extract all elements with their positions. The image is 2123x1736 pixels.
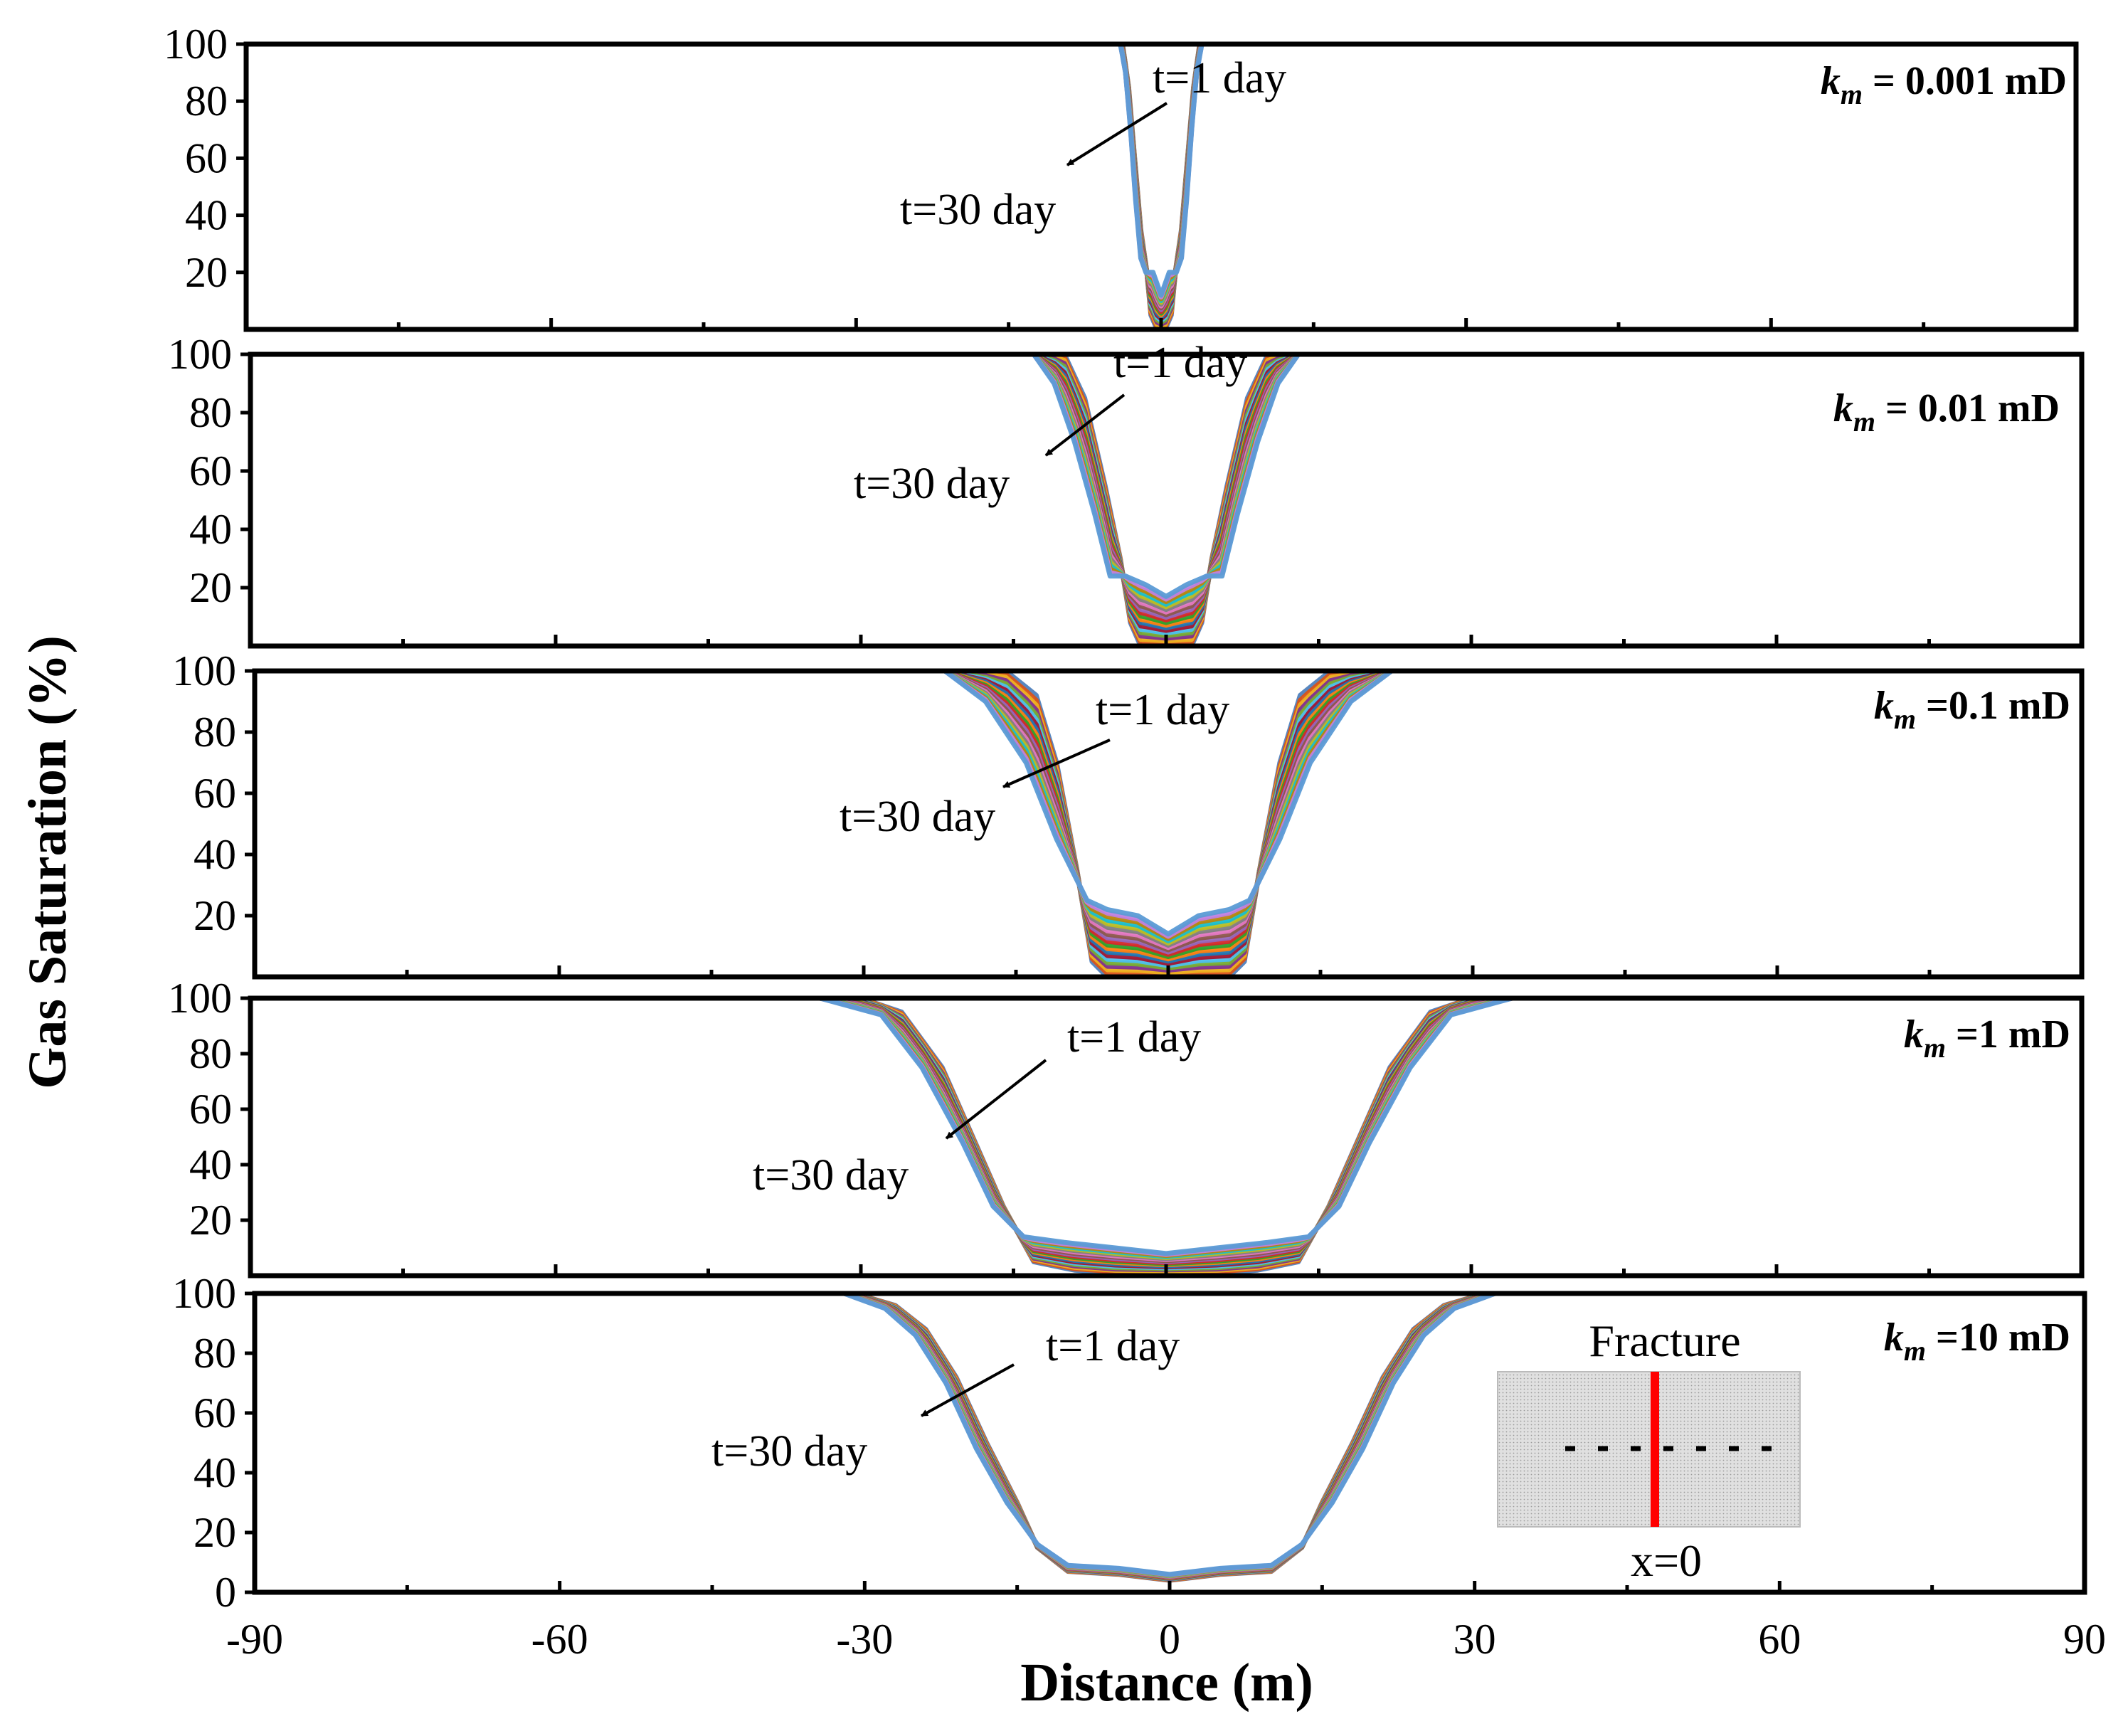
series-line-15: [250, 354, 2082, 613]
fracture-inset: Fracture x=0: [1497, 1316, 1801, 1586]
y-tick-label: 60: [189, 1086, 232, 1133]
x-tick-label: 0: [1159, 1616, 1180, 1663]
y-tick-label: 80: [189, 389, 232, 436]
series-line-20: [246, 44, 2076, 298]
y-tick-label: 60: [194, 1390, 236, 1436]
y-tick-label: 80: [194, 1330, 236, 1377]
x-tick-labels: -90 -60 -30 0 30 60 90: [226, 1616, 2106, 1663]
profile-curves: [250, 354, 2082, 646]
y-tick-label: 60: [189, 448, 232, 494]
annotation-t30: t=30 day: [854, 460, 1010, 508]
y-tick-label: 40: [189, 506, 232, 553]
series-line-1: [255, 671, 2082, 977]
series-line-13: [250, 354, 2082, 618]
x-tick-label: -60: [531, 1616, 588, 1663]
y-tick-label: 100: [172, 647, 236, 694]
panel-2: 20 40 60 80 100 km = 0.01 mD t=1 day t=30 day: [168, 331, 2085, 649]
inset-fracture: [1651, 1372, 1659, 1527]
y-tick-label: 0: [215, 1569, 236, 1616]
series-line-9: [250, 354, 2082, 628]
x-tick-label: 90: [2063, 1616, 2106, 1663]
x-tick-label: 60: [1758, 1616, 1801, 1663]
y-tick-label: 100: [168, 331, 232, 378]
series-line-12: [250, 354, 2082, 620]
y-tick-label: 100: [164, 21, 228, 68]
series-line-20: [250, 354, 2082, 599]
annotation-t30: t=30 day: [900, 186, 1056, 234]
x-tick-label: -30: [836, 1616, 893, 1663]
profile-curves: [255, 1293, 2085, 1583]
series-line-20: [255, 671, 2082, 937]
y-tick-label: 40: [189, 1141, 232, 1188]
y-tick-label: 20: [194, 1509, 236, 1556]
permeability-label: km = 0.01 mD: [1833, 386, 2060, 438]
series-line-14: [250, 354, 2082, 615]
y-tick-label: 20: [185, 249, 228, 296]
x-axis-title: Distance (m): [1020, 1653, 1313, 1713]
annotation-arrow: [1044, 393, 1126, 457]
panel-5: 0 20 40 60 80 100 km =10 mD t=1 day t=30 day: [172, 1270, 2087, 1616]
annotation-t30: t=30 day: [711, 1427, 867, 1476]
permeability-label: km =1 mD: [1904, 1012, 2070, 1064]
y-tick-label: 80: [189, 1030, 232, 1077]
series-line-19: [250, 354, 2082, 602]
y-tick-label: 60: [185, 134, 228, 181]
annotation-t1: t=1 day: [1113, 339, 1247, 387]
annotation-t30: t=30 day: [840, 793, 995, 841]
annotation-arrow: [1066, 102, 1168, 166]
panel-1: 20 40 60 80 100 km = 0.001 mD t=1 day t=30 day: [164, 21, 2079, 332]
series-line-7: [250, 354, 2082, 633]
annotation-t1: t=1 day: [1153, 54, 1286, 102]
panel-4: 20 40 60 80 100 km =1 mD t=1 day t=30 day: [168, 975, 2085, 1279]
series-line-6: [250, 354, 2082, 636]
annotation-t30: t=30 day: [753, 1151, 909, 1200]
annotation-t1: t=1 day: [1096, 686, 1229, 734]
annotation-arrow: [945, 1059, 1047, 1140]
y-tick-label: 100: [172, 1270, 236, 1317]
annotation-arrow: [921, 1363, 1015, 1417]
series-line-17: [250, 354, 2082, 607]
annotation-t1: t=1 day: [1067, 1013, 1201, 1062]
inset-x-label: x=0: [1631, 1535, 1702, 1586]
y-tick-label: 40: [185, 192, 228, 239]
series-line-20: [250, 998, 2082, 1256]
x-tick-label: 30: [1454, 1616, 1496, 1663]
panel-3: 20 40 60 80 100 km =0.1 mD t=1 day t=30 day: [172, 647, 2085, 980]
y-tick-label: 80: [194, 709, 236, 756]
series-line-8: [250, 354, 2082, 630]
series-line-11: [250, 354, 2082, 623]
series-line-10: [250, 354, 2082, 625]
inset-title: Fracture: [1589, 1316, 1740, 1366]
y-tick-label: 60: [194, 770, 236, 817]
permeability-label: km =0.1 mD: [1874, 684, 2070, 735]
y-axis-title: Gas Saturation (%): [18, 635, 78, 1089]
series-line-18: [250, 354, 2082, 605]
y-tick-label: 40: [194, 831, 236, 878]
annotation-arrow: [1002, 739, 1111, 788]
permeability-label: km =10 mD: [1884, 1316, 2070, 1367]
series-line-5: [250, 354, 2082, 638]
permeability-label: km = 0.001 mD: [1821, 59, 2067, 110]
x-tick-label: -90: [226, 1616, 283, 1663]
inset-matrix: [1497, 1371, 1801, 1528]
y-tick-label: 20: [189, 564, 232, 611]
y-tick-label: 80: [185, 78, 228, 125]
series-line-20: [255, 1293, 2085, 1577]
y-tick-label: 20: [194, 892, 236, 939]
annotation-t1: t=1 day: [1046, 1322, 1180, 1370]
y-tick-label: 20: [189, 1197, 232, 1244]
y-tick-label: 100: [168, 975, 232, 1022]
y-tick-label: 40: [194, 1449, 236, 1496]
series-line-16: [250, 354, 2082, 610]
